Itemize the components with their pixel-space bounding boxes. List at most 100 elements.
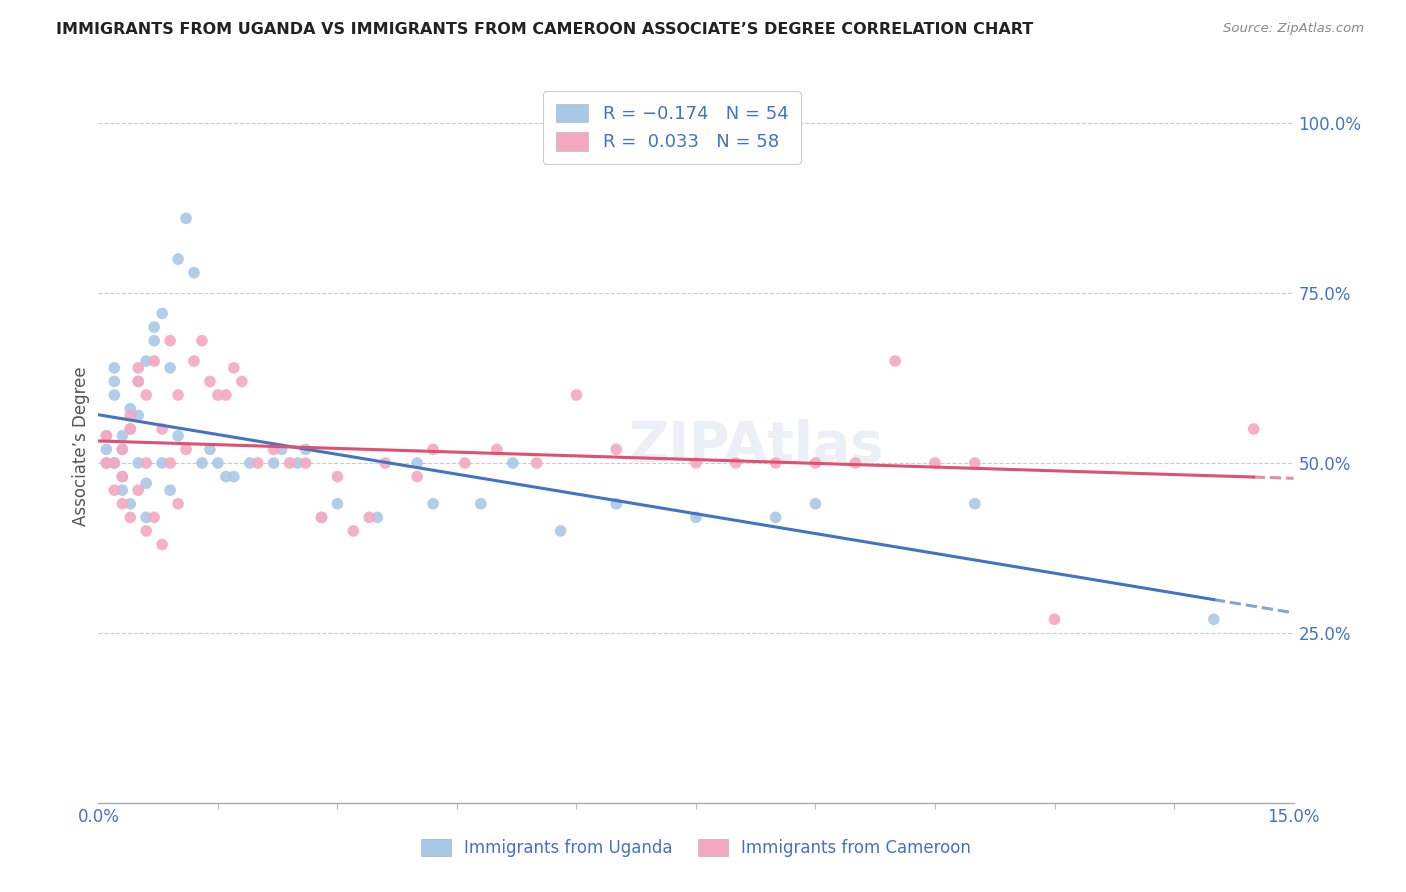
Point xyxy=(167,429,190,443)
Point xyxy=(127,483,149,498)
Point xyxy=(1043,612,1066,626)
Point xyxy=(143,334,166,348)
Point xyxy=(207,388,229,402)
Point xyxy=(103,360,125,375)
Point xyxy=(135,510,157,524)
Point xyxy=(150,306,173,320)
Point xyxy=(326,497,349,511)
Legend: Immigrants from Uganda, Immigrants from Cameroon: Immigrants from Uganda, Immigrants from … xyxy=(412,831,980,866)
Point xyxy=(120,422,142,436)
Point xyxy=(120,510,142,524)
Point xyxy=(198,375,221,389)
Point xyxy=(103,375,125,389)
Point xyxy=(374,456,396,470)
Point xyxy=(111,442,134,457)
Point xyxy=(246,456,269,470)
Point xyxy=(366,510,388,524)
Point xyxy=(311,510,333,524)
Point xyxy=(470,497,492,511)
Point xyxy=(844,456,866,470)
Point xyxy=(685,456,707,470)
Text: Source: ZipAtlas.com: Source: ZipAtlas.com xyxy=(1223,22,1364,36)
Point xyxy=(963,456,986,470)
Point xyxy=(111,469,134,483)
Point xyxy=(159,483,181,498)
Point xyxy=(159,456,181,470)
Point xyxy=(103,456,125,470)
Point xyxy=(485,442,508,457)
Point xyxy=(550,524,572,538)
Point xyxy=(359,510,381,524)
Point xyxy=(294,456,316,470)
Point xyxy=(1243,422,1265,436)
Point xyxy=(103,483,125,498)
Point xyxy=(159,334,181,348)
Point xyxy=(143,320,166,334)
Point xyxy=(103,456,125,470)
Point xyxy=(96,442,118,457)
Point xyxy=(294,442,316,457)
Point xyxy=(96,456,118,470)
Point xyxy=(183,354,205,368)
Point xyxy=(159,360,181,375)
Point xyxy=(111,469,134,483)
Text: IMMIGRANTS FROM UGANDA VS IMMIGRANTS FROM CAMEROON ASSOCIATE’S DEGREE CORRELATIO: IMMIGRANTS FROM UGANDA VS IMMIGRANTS FRO… xyxy=(56,22,1033,37)
Point xyxy=(287,456,309,470)
Text: ZIPAtlas: ZIPAtlas xyxy=(628,419,883,473)
Point xyxy=(120,497,142,511)
Point xyxy=(183,266,205,280)
Point xyxy=(135,388,157,402)
Point xyxy=(127,375,149,389)
Point xyxy=(963,497,986,511)
Point xyxy=(804,497,827,511)
Point xyxy=(135,456,157,470)
Point xyxy=(191,334,214,348)
Point xyxy=(263,442,285,457)
Point xyxy=(526,456,548,470)
Point xyxy=(311,510,333,524)
Point xyxy=(143,354,166,368)
Point xyxy=(111,497,134,511)
Point xyxy=(96,429,118,443)
Point xyxy=(111,442,134,457)
Point xyxy=(135,476,157,491)
Point xyxy=(422,497,444,511)
Point xyxy=(120,401,142,416)
Point xyxy=(150,422,173,436)
Point xyxy=(565,388,588,402)
Point xyxy=(685,510,707,524)
Y-axis label: Associate’s Degree: Associate’s Degree xyxy=(72,367,90,525)
Point xyxy=(406,456,429,470)
Point xyxy=(96,456,118,470)
Point xyxy=(174,211,197,226)
Point xyxy=(111,429,134,443)
Point xyxy=(150,537,173,551)
Point xyxy=(239,456,262,470)
Point xyxy=(127,360,149,375)
Point xyxy=(222,469,245,483)
Point xyxy=(326,469,349,483)
Point xyxy=(724,456,747,470)
Point xyxy=(1202,612,1225,626)
Point xyxy=(765,510,787,524)
Point xyxy=(263,456,285,470)
Point xyxy=(167,388,190,402)
Point xyxy=(207,456,229,470)
Point xyxy=(191,456,214,470)
Point xyxy=(198,442,221,457)
Point xyxy=(120,422,142,436)
Point xyxy=(502,456,524,470)
Point xyxy=(222,360,245,375)
Point xyxy=(215,469,238,483)
Point xyxy=(143,510,166,524)
Point xyxy=(127,409,149,423)
Point xyxy=(924,456,946,470)
Point xyxy=(342,524,364,538)
Point xyxy=(605,442,627,457)
Point xyxy=(127,456,149,470)
Point xyxy=(454,456,477,470)
Point xyxy=(174,442,197,457)
Point xyxy=(96,429,118,443)
Point xyxy=(167,497,190,511)
Point xyxy=(605,497,627,511)
